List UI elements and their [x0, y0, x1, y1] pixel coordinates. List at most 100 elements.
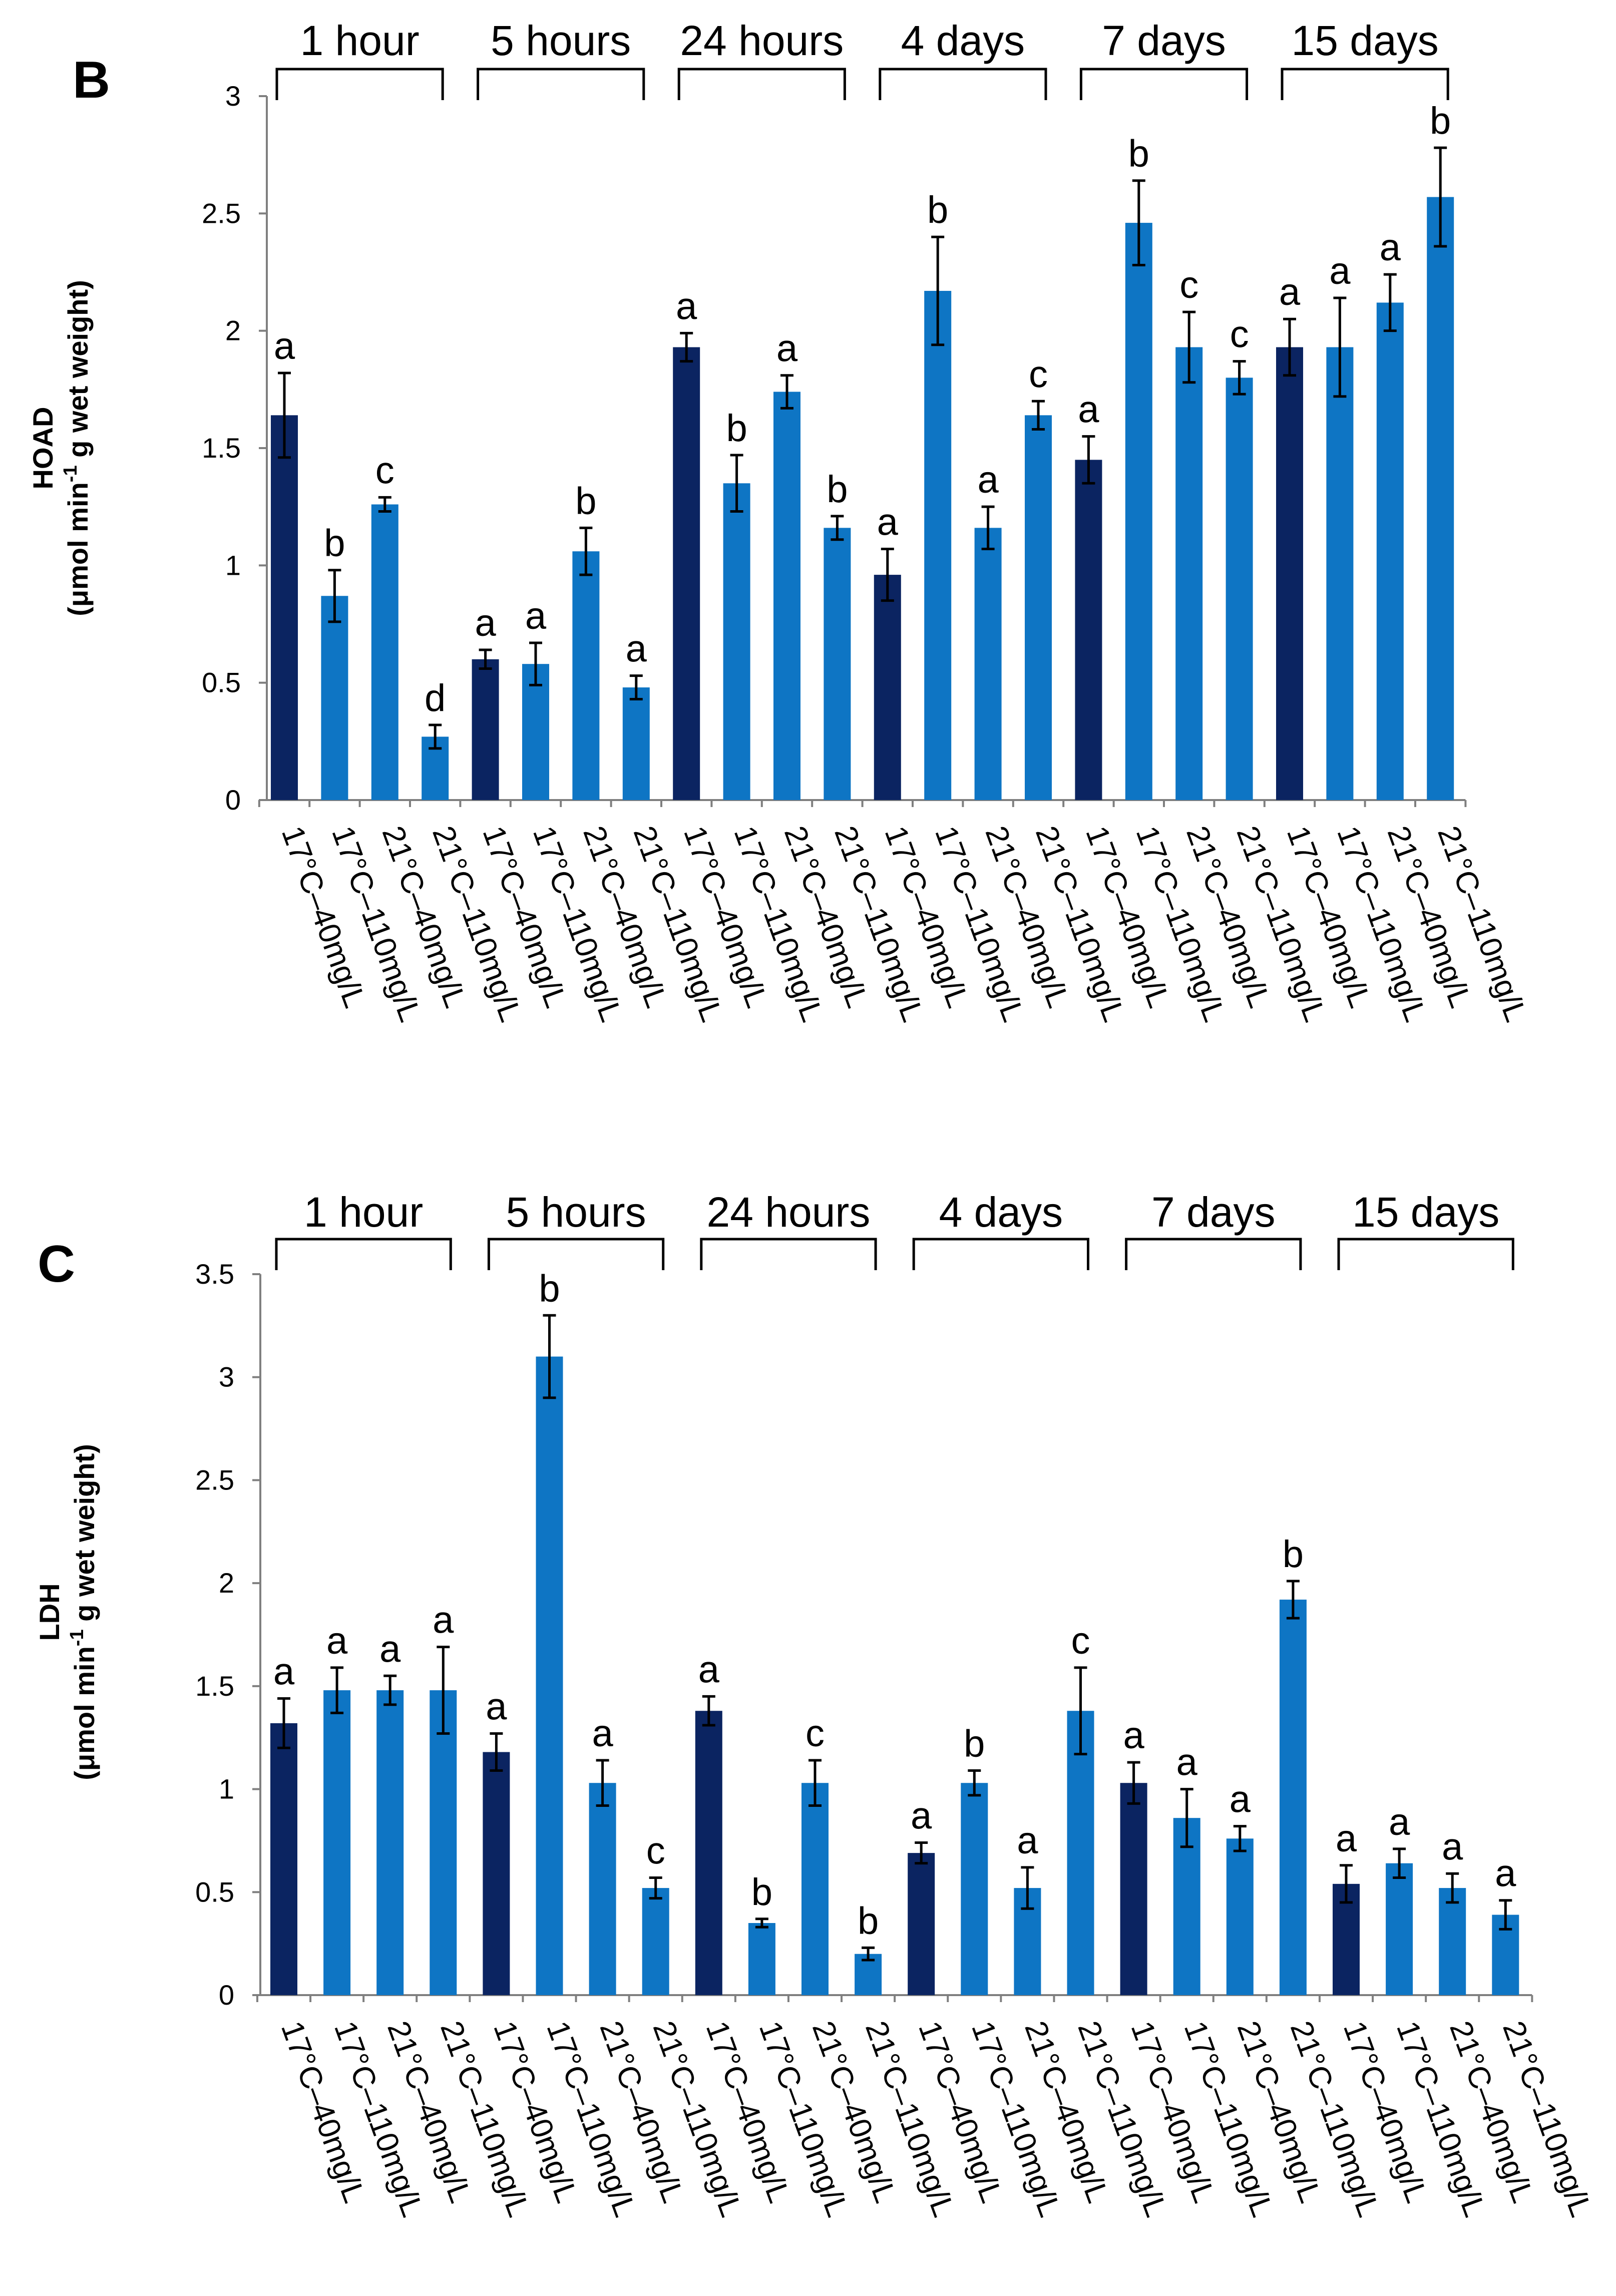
- bar: [536, 1356, 563, 1995]
- significance-letter: a: [977, 459, 999, 501]
- y-tick-label: 1.5: [202, 432, 241, 464]
- y-tick-label: 1: [219, 1773, 234, 1805]
- bar: [270, 1723, 297, 1995]
- y-tick-label: 2: [219, 1567, 234, 1599]
- panel-letter: C: [38, 1235, 75, 1293]
- significance-letter: a: [1495, 1852, 1516, 1895]
- significance-letter: a: [911, 1795, 932, 1837]
- y-tick-label: 3.5: [195, 1258, 234, 1290]
- significance-letter: a: [1442, 1825, 1463, 1868]
- bar: [1075, 460, 1102, 800]
- significance-letter: a: [1230, 1778, 1251, 1821]
- significance-letter: c: [1230, 313, 1249, 356]
- bar: [695, 1711, 722, 1995]
- bar: [642, 1888, 669, 1995]
- bar: [472, 659, 499, 800]
- group-label: 1 hour: [300, 17, 420, 64]
- bar: [673, 347, 700, 800]
- group-bracket: [477, 68, 645, 100]
- significance-letter: b: [324, 522, 345, 565]
- bar: [572, 551, 600, 800]
- group-bracket: [275, 1238, 452, 1270]
- y-tick-label: 0.5: [202, 667, 241, 698]
- bar: [908, 1853, 935, 1995]
- y-tick-label: 0.5: [195, 1876, 234, 1907]
- y-tick-label: 1: [225, 549, 241, 581]
- significance-letter: c: [646, 1829, 665, 1872]
- significance-letter: a: [592, 1712, 613, 1755]
- significance-letter: a: [1336, 1817, 1357, 1860]
- significance-letter: b: [751, 1871, 772, 1914]
- significance-letter: b: [1430, 100, 1451, 142]
- significance-letter: b: [927, 189, 948, 231]
- bar: [1439, 1888, 1466, 1995]
- significance-letter: a: [626, 628, 647, 670]
- group-label: 1 hour: [304, 1189, 423, 1236]
- significance-letter: b: [1283, 1533, 1304, 1576]
- group-label: 4 days: [901, 17, 1025, 64]
- y-axis-title-line2: (μmol min-1 g wet weight): [67, 1444, 100, 1780]
- significance-letter: a: [433, 1599, 454, 1642]
- bar: [271, 415, 298, 800]
- y-axis-title-line2: (μmol min-1 g wet weight): [60, 280, 94, 616]
- bar: [1226, 377, 1253, 800]
- y-tick-label: 2: [225, 315, 241, 346]
- bar: [1067, 1711, 1094, 1995]
- significance-letter: a: [326, 1620, 348, 1662]
- bar: [748, 1923, 775, 1995]
- group-bracket: [1281, 68, 1449, 100]
- y-axis-title: LDH(μmol min-1 g wet weight): [34, 1444, 100, 1780]
- significance-letter: a: [1078, 389, 1099, 431]
- y-axis-unit-superscript: -1: [67, 1629, 88, 1646]
- y-axis-unit-text: g wet weight): [69, 1444, 100, 1629]
- bar: [1427, 197, 1454, 801]
- significance-letter: a: [1123, 1714, 1144, 1757]
- y-tick-label: 2.5: [202, 197, 241, 229]
- significance-letter: a: [525, 595, 547, 637]
- bar: [430, 1690, 457, 1995]
- significance-letter: a: [1176, 1741, 1198, 1784]
- significance-letter: b: [827, 468, 848, 511]
- y-tick-label: 2.5: [195, 1464, 234, 1495]
- group-bracket: [879, 68, 1047, 100]
- significance-letter: a: [475, 602, 496, 644]
- chart-c: C LDH(μmol min-1 g wet weight) 0 0.5 1 1.5 2 2.…: [34, 1189, 1598, 2221]
- bar: [1226, 1838, 1254, 1995]
- significance-letter: a: [1380, 226, 1401, 269]
- bar: [1125, 223, 1152, 801]
- bar: [1175, 347, 1203, 800]
- bar: [974, 528, 1002, 800]
- group-label: 4 days: [939, 1189, 1063, 1236]
- bar: [824, 528, 851, 800]
- y-tick-label: 1.5: [195, 1670, 234, 1702]
- bar: [961, 1783, 988, 1995]
- group-bracket: [912, 1238, 1089, 1270]
- significance-letter: b: [539, 1267, 560, 1310]
- y-tick-label: 3: [219, 1361, 234, 1393]
- significance-letter: a: [698, 1648, 720, 1691]
- bar: [1386, 1863, 1413, 1995]
- group-label: 24 hours: [706, 1189, 870, 1236]
- group-bracket: [275, 68, 444, 100]
- bar: [522, 664, 549, 800]
- y-axis-unit-text: g wet weight): [62, 280, 94, 465]
- group-label: 7 days: [1151, 1189, 1276, 1236]
- significance-letter: c: [1179, 264, 1198, 306]
- significance-letter: a: [274, 325, 295, 367]
- significance-letter: a: [486, 1685, 507, 1728]
- y-tick-label: 0: [225, 784, 241, 816]
- bar: [874, 575, 901, 800]
- significance-letter: d: [425, 677, 446, 719]
- y-tick-label: 0: [219, 1979, 234, 2011]
- y-axis-title: HOAD(μmol min-1 g wet weight): [27, 280, 94, 616]
- significance-letter: b: [726, 407, 747, 450]
- significance-letter: a: [1329, 250, 1351, 292]
- group-bracket: [487, 1238, 665, 1270]
- significance-letter: a: [776, 327, 798, 370]
- bar: [1025, 415, 1052, 800]
- significance-letter: a: [379, 1628, 401, 1670]
- significance-letter: c: [1029, 353, 1048, 396]
- bar: [723, 483, 750, 800]
- bar: [773, 392, 800, 800]
